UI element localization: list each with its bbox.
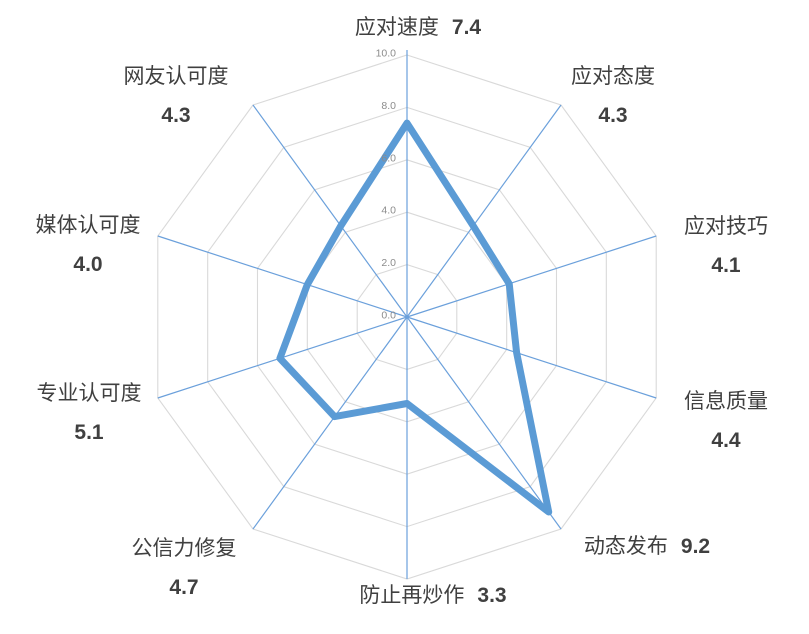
axis-label-value: 4.7	[169, 576, 199, 599]
radial-tick-0.0: 0.0	[381, 310, 396, 322]
radial-tick-10.0: 10.0	[376, 48, 397, 60]
radial-tick-2.0: 2.0	[381, 257, 396, 269]
axis-label-name: 公信力修复	[131, 537, 237, 560]
axis-label-2: 应对技巧 4.1	[684, 214, 768, 279]
axis-label-name: 应对技巧	[684, 215, 768, 238]
axis-label-3: 信息质量 4.4	[684, 389, 768, 454]
axis-label-4: 动态发布 9.2	[584, 534, 710, 560]
axis-label-name: 动态发布	[583, 535, 668, 558]
axis-spoke-3	[406, 316, 657, 399]
axis-label-6: 公信力修复 4.7	[132, 536, 237, 601]
axis-spoke-1	[406, 104, 562, 318]
axis-label-9: 网友认可度 4.3	[124, 64, 229, 129]
axis-label-name: 专业认可度	[36, 382, 142, 405]
axis-spoke-4	[406, 316, 562, 530]
axis-label-0: 应对速度 7.4	[355, 15, 481, 41]
axis-spoke-9	[252, 104, 408, 318]
axis-label-value: 4.1	[711, 254, 741, 277]
axis-spoke-2	[406, 235, 657, 318]
axis-label-name: 信息质量	[684, 390, 768, 413]
axis-label-value: 4.4	[711, 429, 741, 452]
axis-label-7: 专业认可度 5.1	[37, 381, 142, 446]
axis-label-name: 网友认可度	[123, 65, 229, 88]
axis-spoke-8	[157, 235, 408, 318]
axis-label-value: 9.2	[680, 535, 711, 558]
axis-label-value: 5.1	[74, 421, 104, 444]
axis-spoke-6	[252, 316, 408, 530]
axis-label-value: 7.4	[451, 16, 482, 39]
axis-label-name: 媒体认可度	[35, 214, 141, 237]
radial-tick-4.0: 4.0	[381, 205, 396, 217]
axis-label-value: 3.3	[477, 584, 507, 607]
axis-label-value: 4.3	[161, 104, 191, 127]
axis-label-value: 4.0	[73, 253, 103, 276]
axis-label-name: 防止再炒作	[359, 584, 465, 607]
axis-label-1: 应对态度 4.3	[571, 64, 655, 129]
radial-tick-8.0: 8.0	[381, 100, 396, 112]
axis-label-name: 应对态度	[571, 65, 655, 88]
axis-label-name: 应对速度	[354, 16, 439, 39]
axis-label-value: 4.3	[598, 104, 628, 127]
axis-label-5: 防止再炒作 3.3	[359, 583, 506, 609]
axis-label-8: 媒体认可度 4.0	[36, 213, 141, 278]
radial-tick-6.0: 6.0	[381, 152, 396, 164]
data-series-polygon	[276, 119, 553, 516]
